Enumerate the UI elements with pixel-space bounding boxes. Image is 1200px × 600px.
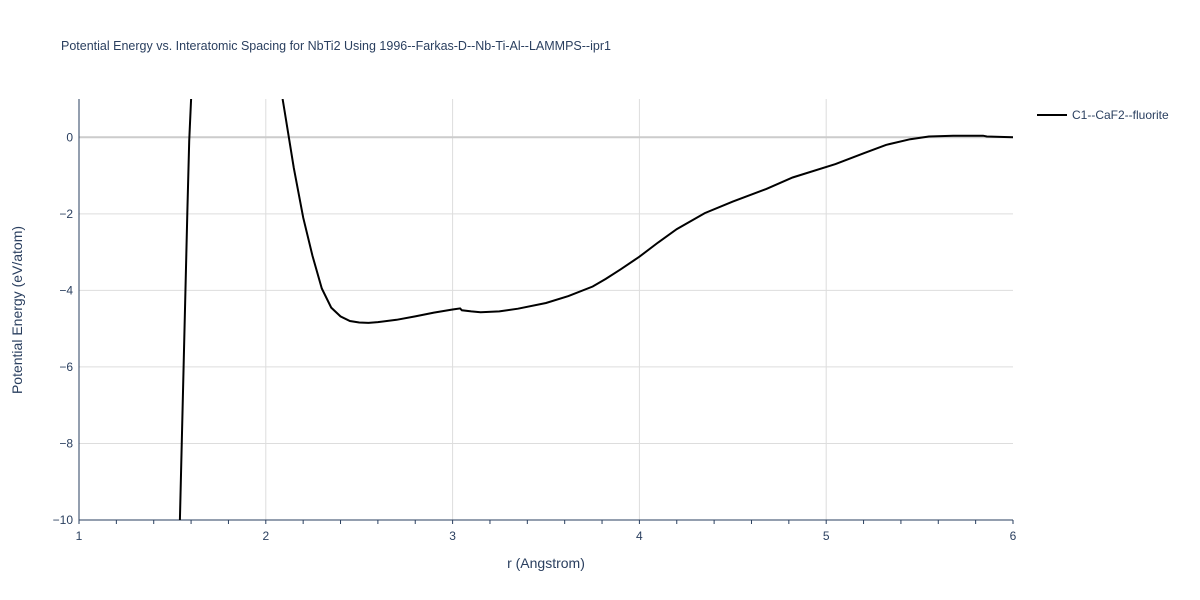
legend-label: C1--CaF2--fluorite — [1072, 108, 1169, 122]
y-axis-ticks: −10 −8 −6 −4 −2 0 — [53, 130, 74, 527]
x-tick-label: 5 — [823, 529, 830, 543]
x-tick-label: 6 — [1010, 529, 1017, 543]
chart-title: Potential Energy vs. Interatomic Spacing… — [61, 39, 611, 53]
x-axis-title: r (Angstrom) — [507, 555, 585, 571]
y-tick-label: −10 — [53, 513, 74, 527]
grid — [78, 99, 1013, 521]
series-line — [178, 99, 1013, 520]
x-tick-label: 3 — [449, 529, 456, 543]
x-tick-label: 2 — [262, 529, 269, 543]
y-tick-label: −6 — [59, 360, 73, 374]
y-tick-label: 0 — [66, 130, 73, 144]
x-tick-label: 4 — [636, 529, 643, 543]
legend[interactable]: C1--CaF2--fluorite — [1037, 108, 1169, 122]
series-group — [178, 99, 1013, 520]
y-tick-label: −2 — [59, 207, 73, 221]
y-tick-label: −8 — [59, 436, 73, 450]
x-axis-ticks: 1 2 3 4 5 6 — [76, 520, 1017, 543]
x-tick-label: 1 — [76, 529, 83, 543]
y-axis-title: Potential Energy (eV/atom) — [9, 226, 25, 394]
y-tick-label: −4 — [59, 283, 73, 297]
